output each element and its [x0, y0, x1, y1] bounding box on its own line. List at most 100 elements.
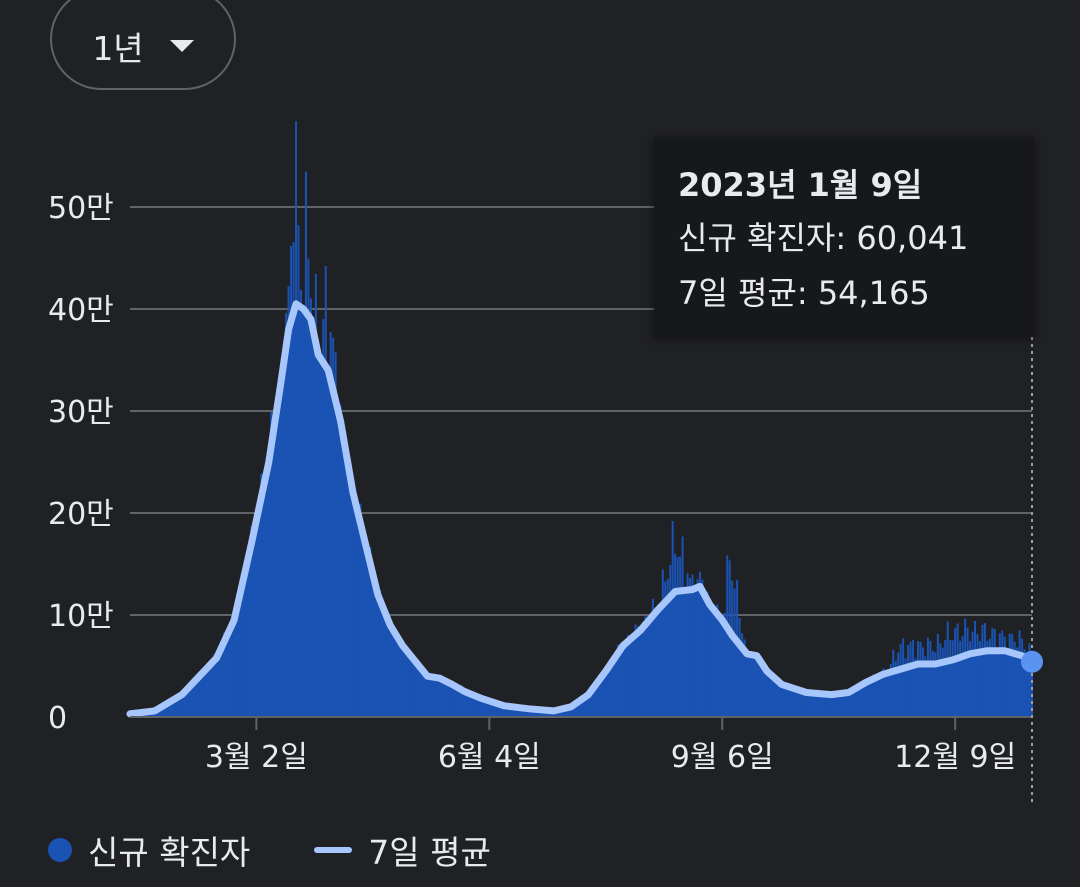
daily-bar — [421, 670, 424, 717]
selection-marker — [1021, 337, 1043, 805]
daily-bar — [728, 560, 731, 717]
daily-bar — [208, 665, 211, 717]
daily-bar — [978, 640, 981, 717]
daily-bar — [314, 273, 317, 717]
daily-bar — [716, 604, 719, 717]
daily-bar — [540, 709, 543, 717]
daily-bar — [607, 663, 610, 717]
daily-bar — [366, 553, 369, 717]
daily-bar — [780, 682, 783, 717]
daily-bar — [185, 688, 188, 717]
daily-bar — [473, 695, 476, 717]
daily-bar — [649, 618, 652, 717]
daily-bar — [1018, 630, 1021, 717]
daily-bar — [674, 554, 677, 717]
daily-bar — [743, 639, 746, 717]
daily-bar — [951, 640, 954, 717]
y-tick-label: 0 — [48, 701, 67, 736]
daily-bar — [793, 688, 796, 717]
daily-bar — [317, 354, 320, 717]
daily-bar — [837, 691, 840, 717]
daily-bar — [917, 641, 920, 717]
daily-bar — [939, 643, 942, 717]
daily-bar — [384, 612, 387, 717]
daily-bar — [290, 245, 293, 718]
daily-bar — [864, 682, 867, 717]
daily-bar — [879, 675, 882, 717]
daily-bar — [897, 652, 900, 717]
daily-bar — [733, 588, 736, 717]
daily-bar — [845, 692, 848, 717]
daily-bar — [247, 554, 250, 717]
daily-bar — [1003, 636, 1006, 717]
daily-bar — [770, 674, 773, 717]
daily-bar — [468, 693, 471, 717]
daily-bar — [245, 565, 248, 717]
daily-bar — [842, 693, 845, 717]
daily-bar — [1026, 655, 1029, 717]
daily-bar — [612, 660, 615, 717]
daily-bar — [178, 694, 181, 717]
daily-bar — [324, 265, 327, 717]
daily-bar — [765, 671, 768, 717]
daily-bar — [899, 643, 902, 717]
daily-bar — [394, 633, 397, 717]
daily-bar — [785, 685, 788, 717]
daily-bar — [609, 663, 612, 717]
daily-bar — [463, 691, 466, 717]
daily-bar — [855, 687, 858, 717]
daily-bar — [711, 607, 714, 717]
daily-bar — [364, 543, 367, 717]
daily-bar — [1023, 649, 1026, 717]
daily-bar — [602, 674, 605, 717]
daily-bar — [954, 628, 957, 717]
daily-bar — [949, 639, 952, 717]
daily-bar — [877, 676, 880, 717]
range-selector-label: 1년 — [92, 29, 144, 68]
daily-bar — [669, 565, 672, 717]
x-tick-label: 6월 4일 — [438, 740, 541, 775]
daily-bar — [912, 639, 915, 717]
daily-bar — [825, 694, 828, 717]
daily-bar — [483, 699, 486, 717]
daily-bar — [188, 686, 191, 717]
daily-bar — [409, 654, 412, 717]
daily-bar — [376, 594, 379, 717]
daily-bar — [639, 630, 642, 717]
daily-bar — [723, 612, 726, 717]
daily-bar — [718, 617, 721, 717]
daily-bar — [582, 698, 585, 717]
daily-bar — [577, 701, 580, 717]
daily-bar — [721, 620, 724, 717]
daily-bar — [981, 624, 984, 717]
y-tick-label: 50만 — [48, 191, 114, 226]
daily-bar — [352, 491, 355, 717]
daily-bar — [480, 697, 483, 717]
daily-bar — [171, 700, 174, 717]
daily-bar — [438, 678, 441, 717]
daily-bar — [988, 638, 991, 717]
daily-bar — [909, 641, 912, 717]
daily-bar — [416, 661, 419, 717]
daily-bar — [260, 473, 263, 717]
daily-bar — [676, 557, 679, 717]
daily-bar — [287, 285, 290, 717]
daily-bar — [703, 595, 706, 717]
daily-bar — [518, 707, 521, 717]
daily-bar — [907, 645, 910, 717]
daily-bar — [267, 453, 270, 717]
daily-bar — [738, 617, 741, 717]
range-selector-button[interactable]: 1년 — [50, 0, 236, 90]
daily-bar — [349, 462, 352, 717]
daily-bar — [835, 693, 838, 717]
daily-bar — [790, 684, 793, 717]
daily-bar — [270, 411, 273, 717]
daily-bar — [230, 617, 233, 717]
daily-bar — [344, 449, 347, 717]
daily-bar — [840, 693, 843, 717]
daily-bar — [644, 616, 647, 717]
daily-bar — [565, 707, 568, 717]
daily-bar — [589, 689, 592, 717]
daily-bar — [508, 706, 511, 717]
